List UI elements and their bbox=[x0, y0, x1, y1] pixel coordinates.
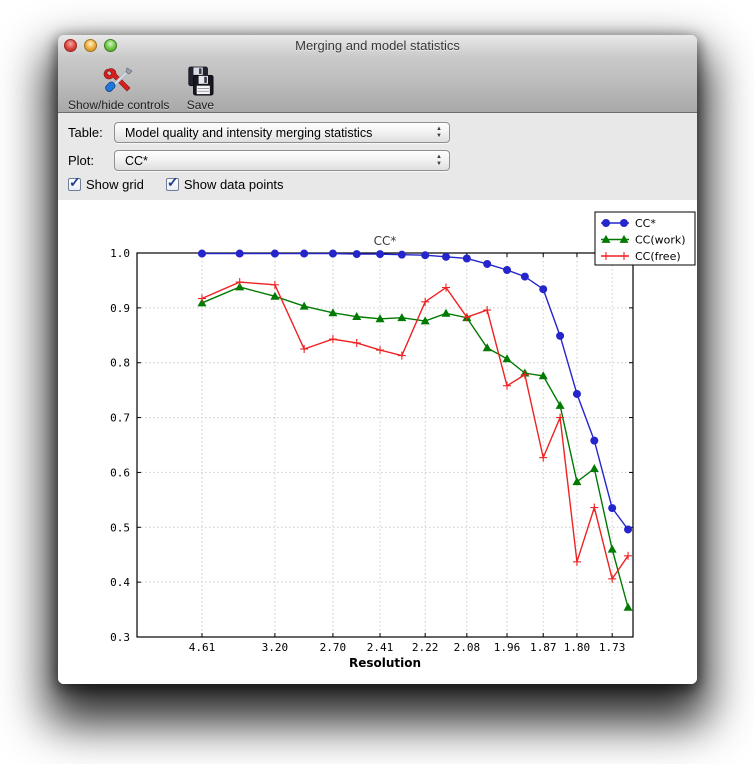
series-cc* bbox=[197, 249, 633, 534]
svg-text:CC*: CC* bbox=[635, 217, 656, 230]
show-data-points-checkbox[interactable]: ✓ Show data points bbox=[165, 174, 284, 192]
toolbar: Show/hide controls bbox=[66, 57, 217, 112]
save-button[interactable]: Save bbox=[183, 60, 217, 112]
save-icon bbox=[188, 66, 214, 96]
app-window: Merging and model statistics Show/hide c… bbox=[58, 35, 697, 684]
svg-text:1.80: 1.80 bbox=[564, 641, 591, 654]
zoom-button[interactable] bbox=[104, 39, 117, 52]
tool-button-label: Show/hide controls bbox=[68, 98, 170, 112]
plot-dropdown-value: CC* bbox=[125, 153, 148, 168]
plot-label: Plot: bbox=[68, 153, 95, 168]
window-title: Merging and model statistics bbox=[295, 38, 460, 53]
series-ccfree bbox=[197, 278, 633, 583]
svg-text:0.4: 0.4 bbox=[110, 576, 130, 589]
axes bbox=[136, 252, 634, 638]
svg-text:1.0: 1.0 bbox=[110, 247, 130, 260]
svg-text:0.3: 0.3 bbox=[110, 631, 130, 644]
table-label: Table: bbox=[68, 125, 103, 140]
svg-text:CC(work): CC(work) bbox=[635, 234, 686, 247]
svg-text:0.8: 0.8 bbox=[110, 357, 130, 370]
table-dropdown[interactable]: Model quality and intensity merging stat… bbox=[114, 122, 450, 143]
grid-lines bbox=[137, 253, 633, 637]
svg-text:0.5: 0.5 bbox=[110, 521, 130, 534]
svg-text:0.9: 0.9 bbox=[110, 302, 130, 315]
svg-text:4.61: 4.61 bbox=[189, 641, 216, 654]
table-dropdown-value: Model quality and intensity merging stat… bbox=[125, 125, 373, 140]
series-ccwork bbox=[197, 282, 633, 611]
legend: CC* CC(work) CC(free) bbox=[594, 211, 696, 266]
traffic-lights bbox=[64, 39, 117, 52]
svg-text:0.7: 0.7 bbox=[110, 412, 130, 425]
checkbox-checked-icon: ✓ bbox=[68, 174, 81, 191]
dropdown-arrows-icon: ▲ ▼ bbox=[436, 126, 442, 139]
checkbox-checked-icon: ✓ bbox=[165, 174, 179, 191]
svg-text:0.6: 0.6 bbox=[110, 466, 130, 479]
table-row: Table: Model quality and intensity mergi… bbox=[68, 122, 450, 143]
dropdown-arrows-icon: ▲ ▼ bbox=[436, 154, 442, 167]
close-button[interactable] bbox=[64, 39, 77, 52]
svg-text:2.41: 2.41 bbox=[367, 641, 394, 654]
show-grid-checkbox[interactable]: ✓ Show grid bbox=[68, 174, 144, 192]
svg-text:Resolution: Resolution bbox=[349, 656, 421, 670]
tool-button-label: Save bbox=[186, 98, 215, 112]
plot-row: Plot: CC* ▲ ▼ bbox=[68, 150, 450, 171]
plot-dropdown[interactable]: CC* ▲ ▼ bbox=[114, 150, 450, 171]
window-chrome: Merging and model statistics Show/hide c… bbox=[58, 35, 697, 113]
svg-text:2.22: 2.22 bbox=[412, 641, 439, 654]
svg-text:CC(free): CC(free) bbox=[635, 250, 681, 263]
svg-text:3.20: 3.20 bbox=[262, 641, 289, 654]
svg-text:1.87: 1.87 bbox=[530, 641, 557, 654]
checkbox-row: ✓ Show grid ✓ Show data points bbox=[68, 174, 306, 192]
chart-titles: CC* Resolution bbox=[349, 234, 421, 670]
svg-text:CC*: CC* bbox=[374, 234, 397, 248]
tools-icon bbox=[103, 67, 133, 92]
tick-labels: 1.0 0.9 0.8 0.7 0.6 0.5 0.4 0.3 4.61 3.20 2.70 2.41… bbox=[110, 247, 625, 654]
svg-text:1.73: 1.73 bbox=[599, 641, 626, 654]
plot-canvas: 1.0 0.9 0.8 0.7 0.6 0.5 0.4 0.3 4.61 3.20 2.70 2.41… bbox=[58, 200, 697, 684]
show-hide-controls-button[interactable]: Show/hide controls bbox=[66, 60, 171, 112]
svg-text:1.96: 1.96 bbox=[494, 641, 521, 654]
minimize-button[interactable] bbox=[84, 39, 97, 52]
svg-text:2.08: 2.08 bbox=[454, 641, 481, 654]
title-bar: Merging and model statistics bbox=[58, 35, 697, 57]
controls-panel: Table: Model quality and intensity mergi… bbox=[58, 113, 697, 201]
statistics-chart: 1.0 0.9 0.8 0.7 0.6 0.5 0.4 0.3 4.61 3.20 2.70 2.41… bbox=[110, 211, 696, 670]
svg-text:2.70: 2.70 bbox=[320, 641, 347, 654]
